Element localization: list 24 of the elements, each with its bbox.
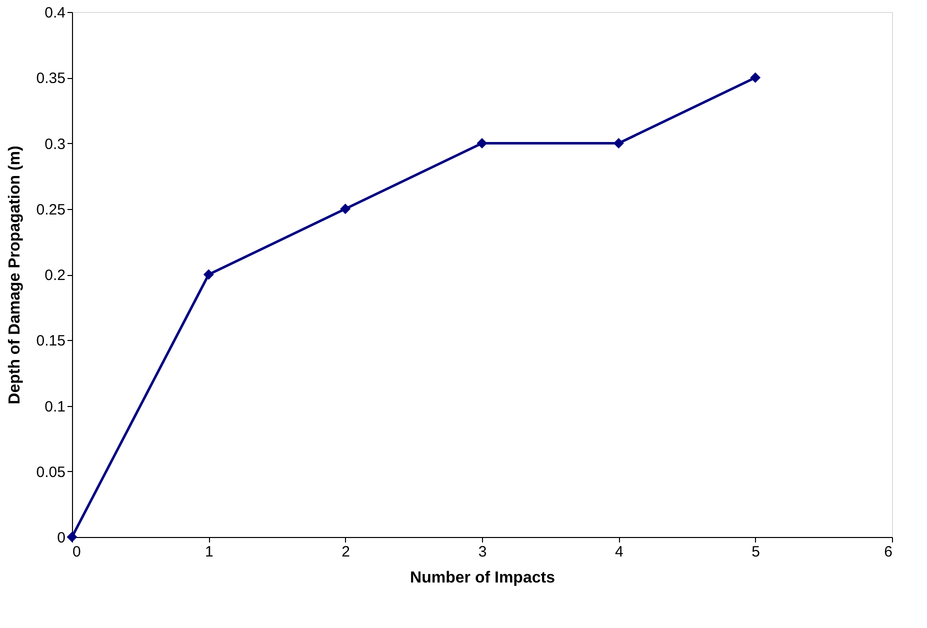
y-tick-label: 0.3 <box>44 136 66 153</box>
y-tick-label: 0.25 <box>36 201 66 218</box>
x-tick-label: 0 <box>72 544 81 560</box>
y-tick-label: 0.2 <box>44 267 66 284</box>
x-tick-label: 4 <box>614 544 624 560</box>
point <box>203 269 214 280</box>
x-tick-label: 5 <box>752 544 760 560</box>
x-tick-label: 1 <box>204 544 214 560</box>
point <box>613 138 624 148</box>
y-tick-label: 0.05 <box>36 464 66 481</box>
x-tick-label: 2 <box>342 544 350 560</box>
x-tick-label: 6 <box>884 544 892 560</box>
y-tick-label: 0.4 <box>44 4 66 22</box>
point <box>340 204 351 214</box>
point <box>750 72 761 83</box>
x-axis-title: Number of Impacts <box>410 570 556 586</box>
point <box>66 532 78 542</box>
y-axis-title: Depth of Damage Propagation (m) <box>6 146 24 404</box>
x-tick-label: 3 <box>478 544 487 560</box>
y-tick-label: 0.1 <box>44 398 66 416</box>
y-tick-label: 0.15 <box>36 332 66 350</box>
y-tick-label: 0.35 <box>36 70 66 88</box>
point <box>476 138 488 148</box>
y-tick-label: 0 <box>57 530 66 546</box>
